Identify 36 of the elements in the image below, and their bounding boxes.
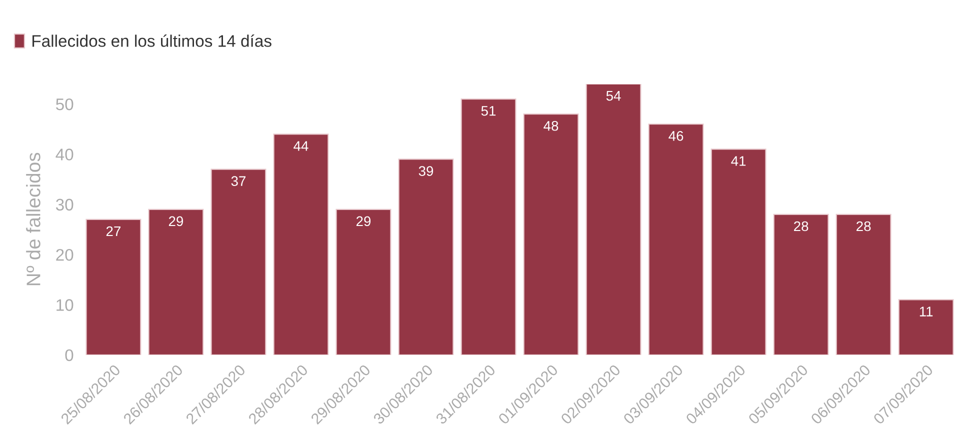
data-label: 54: [606, 91, 621, 101]
data-label: 29: [356, 216, 371, 226]
y-tick-label: 30: [56, 198, 74, 211]
bar: [86, 218, 142, 355]
data-label: 46: [668, 131, 684, 141]
bar: [648, 124, 704, 355]
y-tick-label: 20: [56, 248, 74, 261]
data-label: 11: [920, 306, 933, 316]
bar: [773, 214, 829, 355]
y-tick-label: 50: [56, 98, 74, 110]
bar: [336, 208, 392, 355]
bar: [898, 299, 954, 355]
y-tick-label: 0: [65, 349, 74, 362]
bar: [210, 168, 266, 355]
data-label: 28: [856, 221, 871, 232]
bar: [710, 148, 766, 355]
bar: [460, 98, 516, 355]
bar: [586, 84, 642, 355]
data-label: 28: [794, 221, 808, 232]
y-tick-label: 40: [56, 148, 74, 160]
data-label: 37: [231, 176, 246, 186]
bar: [398, 158, 454, 355]
data-label: 27: [106, 226, 120, 236]
bar: [836, 214, 892, 355]
data-label: 51: [481, 106, 496, 116]
bar: [273, 134, 329, 355]
data-label: 44: [294, 141, 308, 151]
bar: [523, 114, 579, 355]
data-label: 48: [544, 120, 558, 131]
data-label: 39: [418, 166, 434, 176]
bar: [148, 208, 204, 355]
y-axis-title: Nº de fallecidos: [26, 152, 40, 286]
legend-label: Fallecidos en los últimos 14 días: [32, 34, 272, 47]
y-tick-label: 10: [56, 299, 74, 311]
data-label: 41: [731, 156, 746, 166]
data-label: 29: [168, 216, 184, 226]
